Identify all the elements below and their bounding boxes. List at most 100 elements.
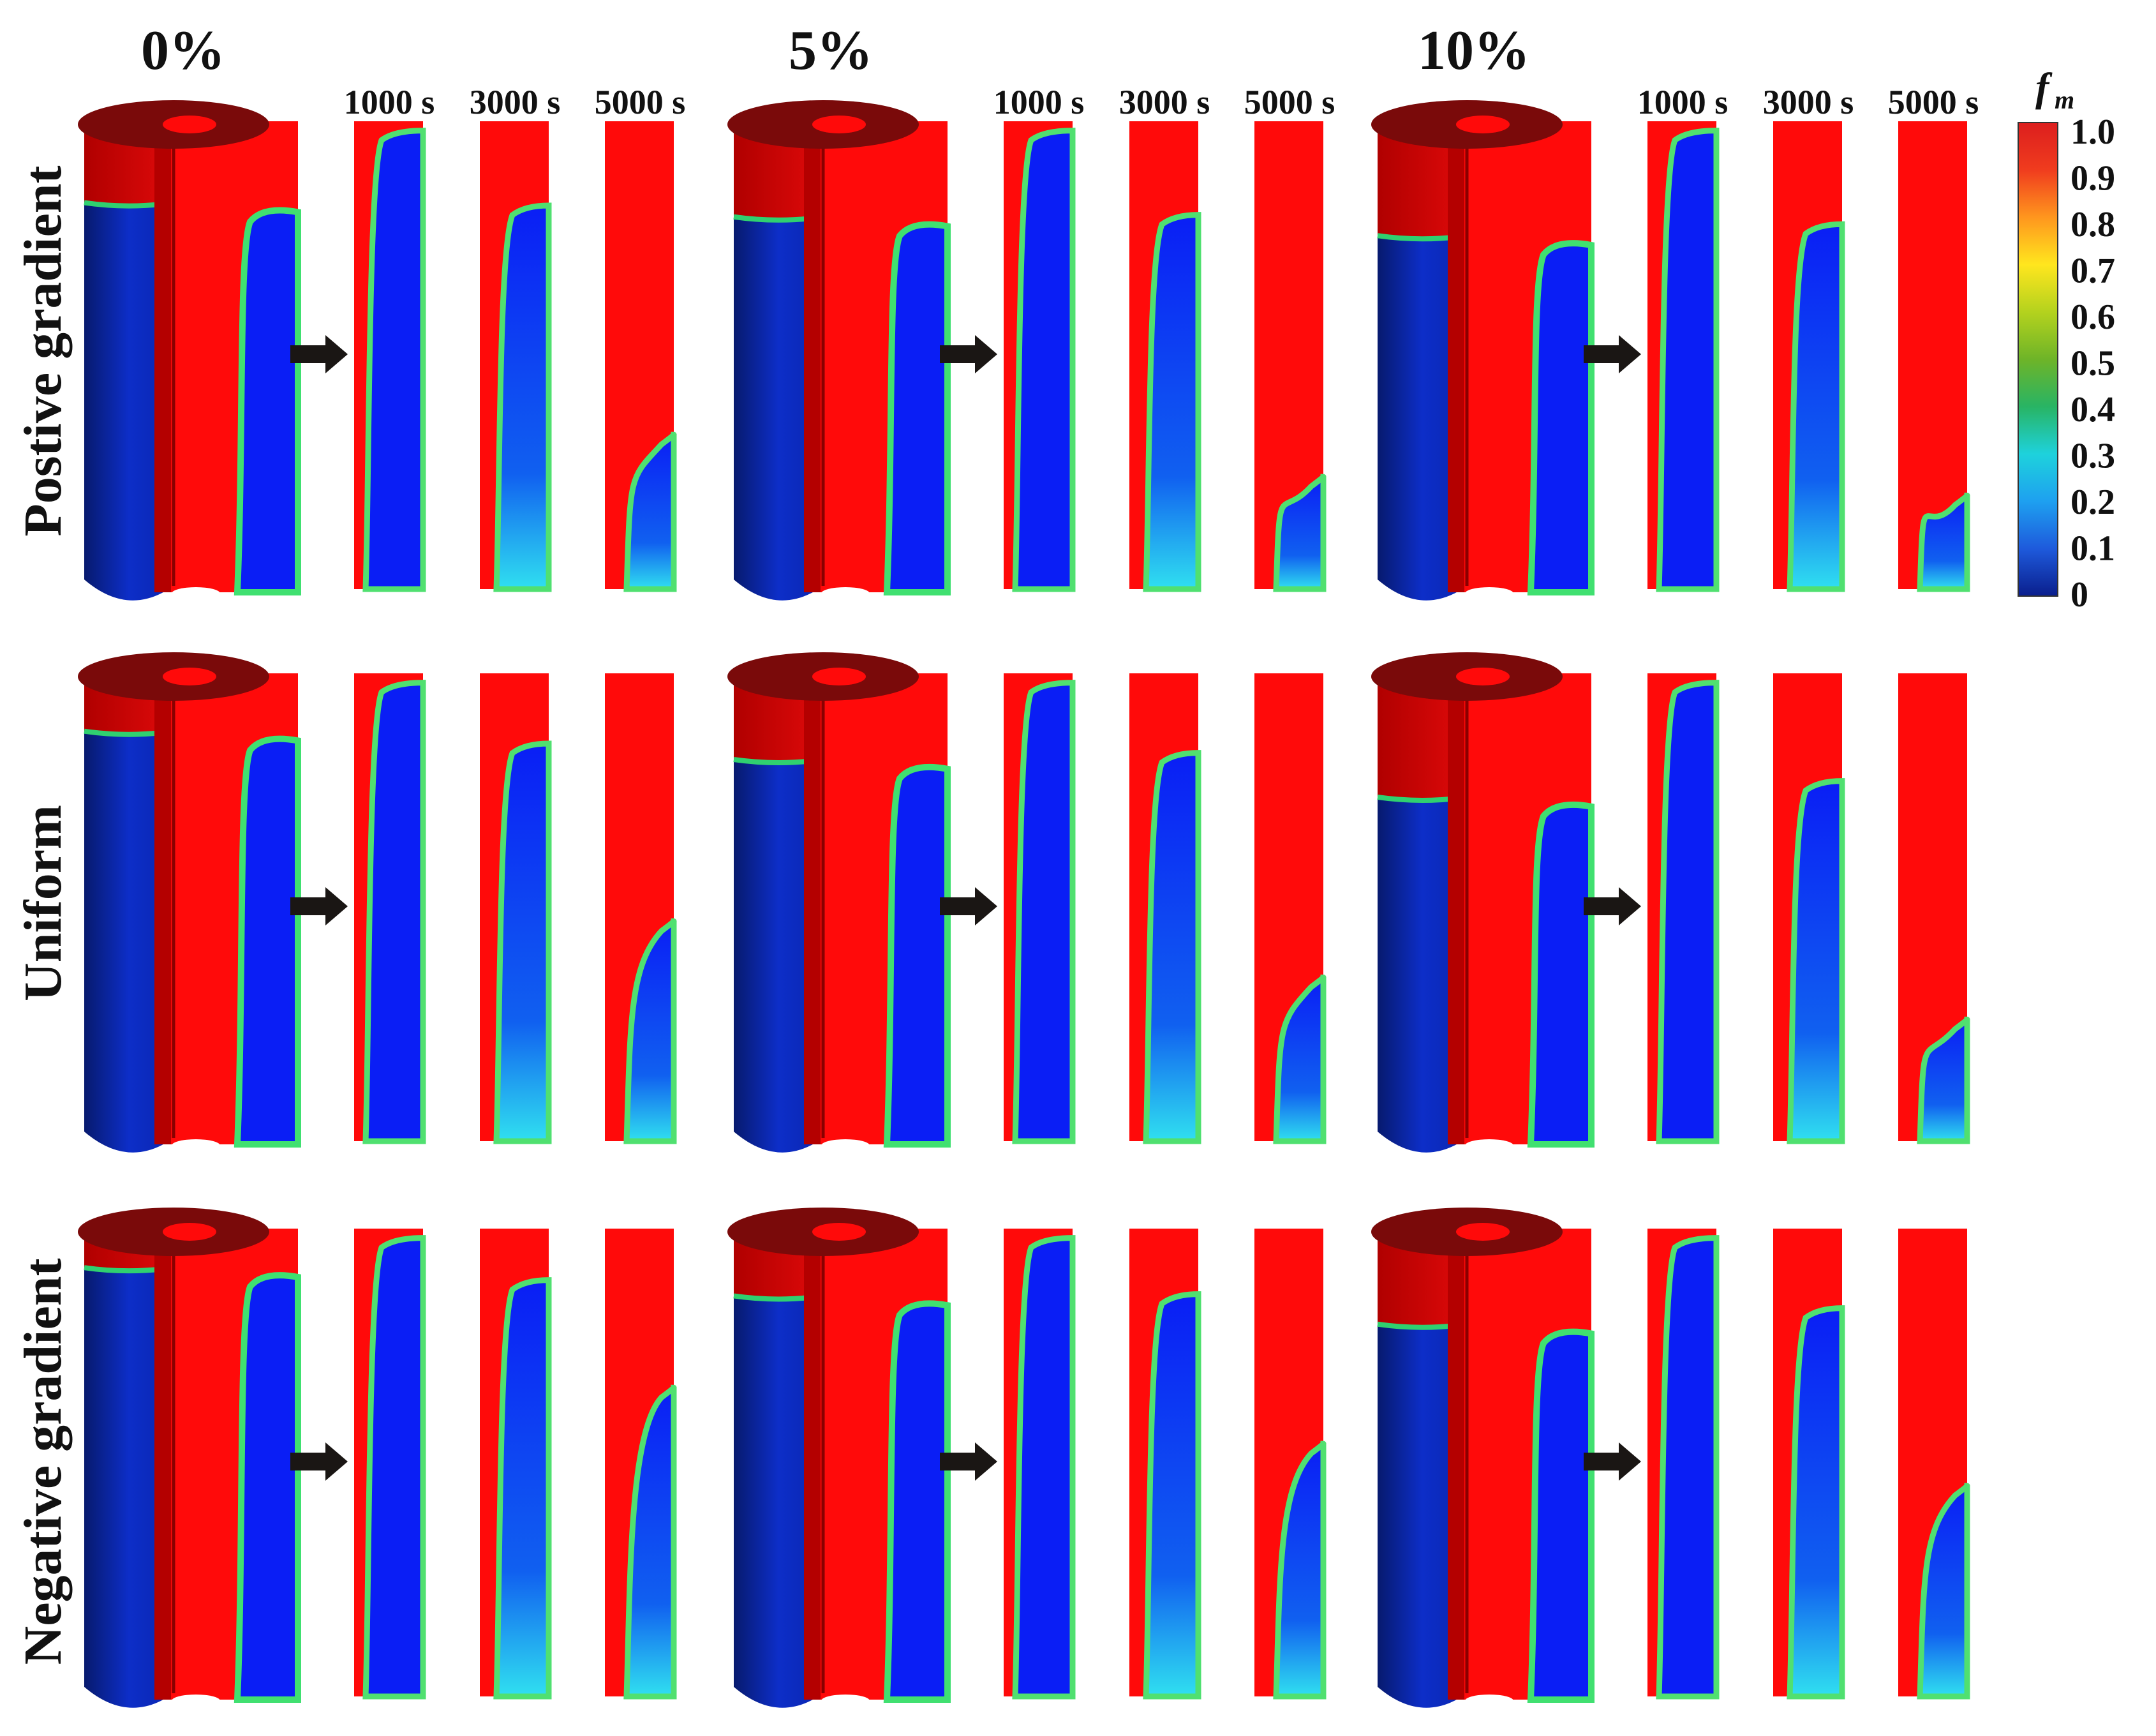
panel-solid xyxy=(1273,1440,1327,1700)
simulation-cell xyxy=(1371,100,1970,601)
melted-region xyxy=(1378,1235,1467,1328)
simulation-cell xyxy=(1371,652,1970,1153)
arrow-icon xyxy=(940,887,997,925)
melted-region xyxy=(1378,128,1467,239)
panel-solid xyxy=(623,918,677,1144)
panel-solid xyxy=(362,680,426,1144)
melt-panel xyxy=(1647,673,1720,1144)
melt-panel xyxy=(1254,121,1327,592)
column-headers: 0% 5% 10% xyxy=(141,20,1530,82)
solid-region xyxy=(1378,1235,1467,1708)
bottom-hole xyxy=(821,1695,870,1707)
bottom-hole xyxy=(172,1139,220,1152)
panel-solid xyxy=(623,431,677,592)
simulation-grid xyxy=(78,100,1970,1708)
time-label: 5000 s xyxy=(1888,83,1979,121)
cutaway-cylinder xyxy=(1371,652,1595,1153)
bottom-hole xyxy=(1465,587,1513,600)
arrow-icon xyxy=(1584,887,1641,925)
panel-solid xyxy=(1012,680,1076,1144)
panel-solid xyxy=(1787,778,1845,1144)
time-labels: 1000 s 3000 s 5000 s 1000 s 3000 s 5000 s 1000… xyxy=(344,83,1979,121)
time-label: 1000 s xyxy=(344,83,435,121)
cut-face-solid xyxy=(883,763,951,1148)
time-label: 1000 s xyxy=(993,83,1085,121)
melt-panel xyxy=(1898,673,1970,1144)
melt-panel xyxy=(1004,121,1076,592)
melt-panel xyxy=(1254,673,1327,1144)
melt-panel xyxy=(1004,1229,1076,1700)
colorbar-tick-label: 0.8 xyxy=(2071,205,2115,244)
tube-opening xyxy=(163,1223,216,1241)
panel-solid xyxy=(1656,680,1720,1144)
melted-region xyxy=(734,128,823,220)
heat-tube-shade xyxy=(804,121,821,592)
melt-panel xyxy=(1647,121,1720,592)
cutaway-cylinder xyxy=(727,100,951,601)
panel-solid xyxy=(1656,128,1720,592)
cutaway-cylinder xyxy=(1371,1208,1595,1708)
panel-solid xyxy=(1917,1483,1970,1700)
colorbar-tick-label: 0.5 xyxy=(2071,344,2115,384)
row-label-negative-gradient: Negative gradient xyxy=(13,1259,73,1665)
tube-opening xyxy=(1456,668,1510,685)
row-label-positive-gradient: Postive gradient xyxy=(13,166,73,537)
melt-panel xyxy=(1129,121,1201,592)
cut-face-solid xyxy=(234,1272,301,1703)
simulation-cell xyxy=(727,100,1327,601)
row-label-uniform: Uniform xyxy=(13,805,73,1001)
panel-solid xyxy=(1787,1305,1845,1700)
heat-tube-shade xyxy=(1448,673,1464,1144)
melt-panel xyxy=(480,1229,552,1700)
simulation-cell xyxy=(1371,1208,1970,1708)
tube-opening xyxy=(1456,116,1510,133)
simulation-cell xyxy=(727,1208,1327,1708)
panel-solid xyxy=(1273,474,1327,592)
panel-solid xyxy=(1917,1016,1970,1144)
colorbar-tick-label: 0 xyxy=(2071,575,2088,615)
bottom-hole xyxy=(1465,1695,1513,1707)
cutaway-cylinder xyxy=(727,1208,951,1708)
tube-opening xyxy=(1456,1223,1510,1241)
melt-panel xyxy=(480,121,552,592)
melt-panel xyxy=(1129,1229,1201,1700)
panel-solid xyxy=(1143,212,1201,592)
arrow-icon xyxy=(290,1442,348,1481)
column-header-5: 5% xyxy=(789,20,873,82)
time-label: 1000 s xyxy=(1637,83,1729,121)
panel-solid xyxy=(1273,974,1327,1144)
tube-opening xyxy=(163,668,216,685)
panel-solid xyxy=(362,1235,426,1700)
colorbar-tick-label: 0.6 xyxy=(2071,297,2115,337)
arrow-icon xyxy=(1584,1442,1641,1481)
time-label: 5000 s xyxy=(1244,83,1335,121)
melted-region xyxy=(1378,680,1467,801)
cutaway-cylinder xyxy=(78,652,301,1153)
melt-panel xyxy=(1129,673,1201,1144)
melt-panel xyxy=(1773,121,1845,592)
colorbar-tick-label: 0.3 xyxy=(2071,437,2115,476)
tube-opening xyxy=(812,116,866,133)
column-header-10: 10% xyxy=(1418,20,1530,82)
bottom-hole xyxy=(821,1139,870,1152)
cut-face-solid xyxy=(1527,1328,1595,1703)
colorbar-tick-label: 0.1 xyxy=(2071,529,2115,569)
panel-solid xyxy=(1787,221,1845,592)
tube-opening xyxy=(163,116,216,133)
colorbar-symbol: f xyxy=(2035,64,2053,110)
melt-panel xyxy=(1004,673,1076,1144)
colorbar-bar xyxy=(2018,122,2058,597)
panel-solid xyxy=(1917,492,1970,592)
heat-tube-shade xyxy=(154,1229,171,1700)
heat-tube-shade xyxy=(154,673,171,1144)
melt-panel xyxy=(1898,1229,1970,1700)
colorbar-subscript: m xyxy=(2055,86,2074,114)
heat-tube-shade xyxy=(154,121,171,592)
panel-solid xyxy=(362,128,426,592)
colorbar: f m 1.0 0.9 0.8 0.7 0.6 0.5 0.4 0.3 0.2 0.1 0 xyxy=(2018,64,2115,615)
melt-panel xyxy=(1647,1229,1720,1700)
colorbar-tick-label: 0.7 xyxy=(2071,251,2115,291)
heat-tube-shade xyxy=(1448,121,1464,592)
melt-panel xyxy=(605,673,677,1144)
colorbar-tick-label: 0.2 xyxy=(2071,483,2115,522)
